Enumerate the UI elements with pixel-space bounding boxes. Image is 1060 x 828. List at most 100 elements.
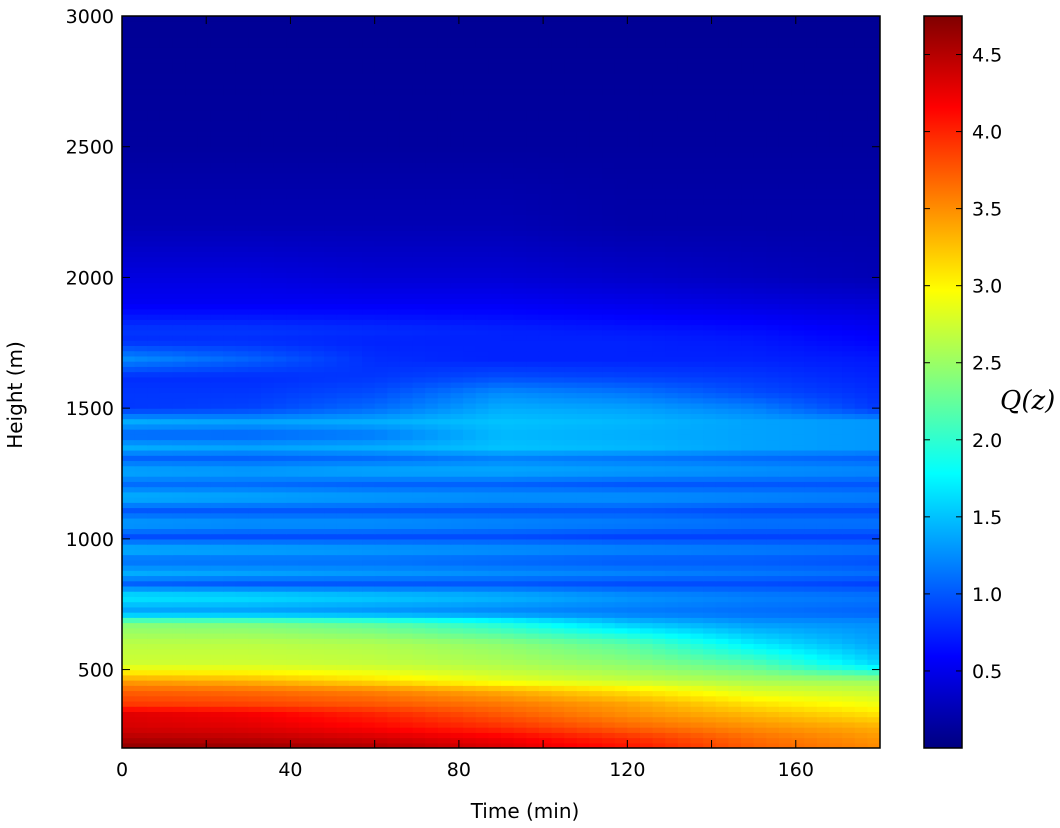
heatmap-cell: [425, 591, 439, 597]
heatmap-cell: [728, 517, 742, 524]
heatmap-cell: [639, 387, 654, 394]
heatmap-cell: [816, 638, 831, 645]
heatmap-cell: [652, 382, 666, 388]
heatmap-cell: [551, 669, 565, 676]
heatmap-cell: [753, 366, 767, 373]
heatmap-cell: [147, 481, 161, 488]
heatmap-cell: [336, 329, 350, 336]
heatmap-cell: [627, 481, 641, 488]
heatmap-cell: [488, 601, 502, 608]
heatmap-cell: [576, 413, 591, 420]
heatmap-cell: [185, 408, 199, 414]
heatmap-cell: [564, 324, 578, 331]
heatmap-cell: [235, 659, 249, 665]
heatmap-cell: [728, 340, 742, 346]
heatmap-cell: [715, 685, 729, 692]
heatmap-cell: [475, 659, 489, 665]
heatmap-cell: [235, 507, 249, 514]
heatmap-cell: [374, 591, 388, 597]
heatmap-cell: [349, 575, 363, 582]
heatmap-cell: [336, 528, 350, 535]
heatmap-cell: [273, 429, 287, 435]
heatmap-cell: [298, 502, 313, 509]
heatmap-cell: [475, 517, 489, 524]
heatmap-cell: [425, 418, 439, 425]
heatmap-cell: [437, 517, 452, 524]
heatmap-cell: [741, 512, 755, 519]
heatmap-cell: [501, 423, 515, 430]
heatmap-cell: [614, 449, 628, 456]
heatmap-cell: [210, 517, 224, 524]
heatmap-cell: [122, 345, 136, 352]
heatmap-cell: [690, 517, 704, 524]
heatmap-cell: [311, 465, 325, 472]
heatmap-cell: [677, 664, 692, 671]
heatmap-cell: [425, 596, 439, 603]
heatmap-cell: [362, 727, 376, 733]
heatmap-cell: [703, 517, 717, 524]
heatmap-cell: [248, 606, 262, 613]
heatmap-cell: [450, 497, 464, 503]
heatmap-cell: [475, 460, 489, 467]
heatmap-cell: [753, 627, 767, 634]
heatmap-cell: [298, 648, 313, 655]
heatmap-cell: [425, 690, 439, 697]
heatmap-cell: [450, 700, 464, 707]
heatmap-cell: [677, 319, 692, 326]
heatmap-cell: [741, 355, 755, 362]
heatmap-cell: [475, 366, 489, 373]
heatmap-cell: [589, 397, 603, 404]
heatmap-cell: [475, 476, 489, 482]
heatmap-cell: [602, 355, 616, 362]
heatmap-cell: [842, 591, 856, 597]
heatmap-cell: [134, 512, 148, 519]
heatmap-cell: [185, 429, 199, 435]
heatmap-cell: [399, 700, 414, 707]
heatmap-cell: [816, 324, 831, 331]
heatmap-cell: [475, 554, 489, 561]
heatmap-cell: [753, 643, 767, 650]
heatmap-cell: [715, 627, 729, 634]
heatmap-cell: [248, 680, 262, 686]
heatmap-cell: [210, 382, 224, 388]
heatmap-cell: [690, 444, 704, 451]
heatmap-cell: [715, 737, 729, 744]
heatmap-cell: [185, 476, 199, 482]
heatmap-cell: [627, 706, 641, 712]
heatmap-cell: [273, 622, 287, 629]
heatmap-cell: [867, 596, 880, 603]
heatmap-cell: [248, 664, 262, 671]
heatmap-cell: [172, 449, 186, 456]
heatmap-cell: [652, 680, 666, 686]
heatmap-cell: [778, 512, 793, 519]
heatmap-cell: [463, 314, 477, 320]
heatmap-cell: [463, 502, 477, 509]
heatmap-cell: [728, 387, 742, 394]
heatmap-cell: [639, 554, 654, 561]
heatmap-cell: [248, 329, 262, 336]
heatmap-cell: [488, 392, 502, 399]
heatmap-cell: [475, 638, 489, 645]
heatmap-cell: [741, 632, 755, 639]
heatmap-cell: [766, 622, 780, 629]
heatmap-cell: [639, 334, 654, 341]
heatmap-cell: [639, 460, 654, 467]
heatmap-cell: [741, 742, 755, 748]
heatmap-cell: [513, 408, 527, 414]
heatmap-cell: [854, 392, 868, 399]
heatmap-cell: [197, 517, 212, 524]
heatmap-cell: [437, 570, 452, 577]
heatmap-cell: [223, 402, 237, 409]
heatmap-cell: [627, 314, 641, 320]
heatmap-cell: [501, 622, 515, 629]
heatmap-cell: [298, 538, 313, 545]
heatmap-cell: [336, 617, 350, 624]
heatmap-cell: [627, 695, 641, 702]
heatmap-cell: [147, 632, 161, 639]
heatmap-cell: [197, 695, 212, 702]
heatmap-cell: [488, 345, 502, 352]
heatmap-cell: [336, 345, 350, 352]
heatmap-cell: [159, 334, 174, 341]
heatmap-cell: [437, 648, 452, 655]
heatmap-cell: [538, 716, 553, 723]
